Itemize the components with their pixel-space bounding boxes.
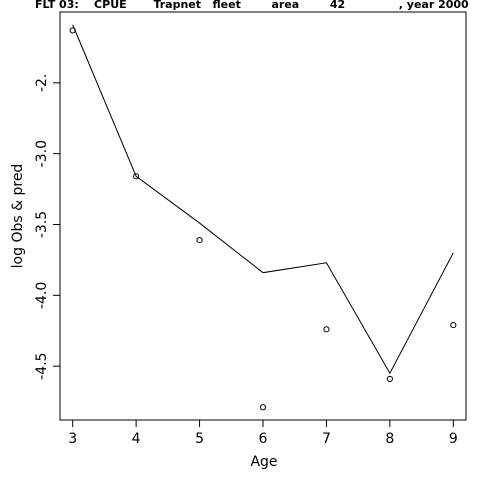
x-tick-label: 8 [385, 431, 394, 447]
y-tick-label: -3.5 [34, 211, 50, 238]
x-tick-label: 9 [449, 431, 458, 447]
plot-frame [59, 11, 467, 421]
y-axis: -4.5 -4.0 -3.5 -3.0 -2. [34, 74, 61, 380]
x-axis: 3 4 5 6 7 8 9 [68, 419, 458, 447]
x-tick-label: 6 [259, 431, 268, 447]
series-layer [69, 24, 457, 411]
chart-title: FLT 03: CPUE Trapnet fleet area 42 , yea… [35, 0, 469, 11]
observed-point [323, 326, 330, 333]
observed-point [386, 375, 393, 383]
y-tick-label: -3.0 [34, 140, 50, 167]
y-tick-label: -4.0 [34, 282, 50, 309]
x-axis-label: Age [250, 454, 277, 470]
observed-point [196, 236, 203, 244]
x-tick-label: 3 [68, 431, 77, 447]
y-tick-label: -2. [34, 74, 50, 92]
x-tick-label: 4 [132, 431, 141, 447]
x-tick-label: 7 [322, 431, 331, 447]
x-tick-label: 5 [195, 431, 204, 447]
observed-point [450, 321, 457, 329]
observed-point [69, 27, 76, 34]
observed-point [259, 404, 267, 411]
y-tick-label: -4.5 [34, 353, 50, 380]
observed-point [133, 173, 140, 180]
y-axis-label: log Obs & pred [10, 164, 26, 269]
predicted-line [72, 24, 454, 375]
